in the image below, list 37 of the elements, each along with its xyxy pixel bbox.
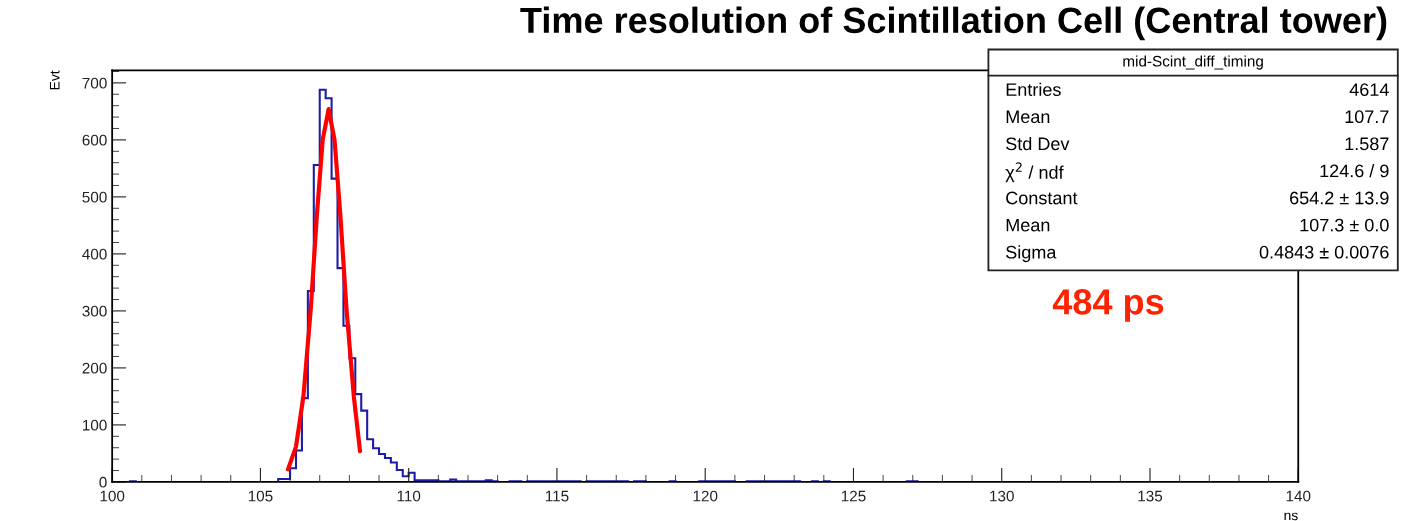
x-tick-label: 100 bbox=[100, 490, 125, 502]
annotation: Std Dev bbox=[1006, 136, 1070, 151]
annotation: χ$^{2}$ / ndf bbox=[1005, 162, 1064, 183]
text: mid-Scint_diff_timing bbox=[1123, 55, 1263, 70]
x-tick-label: 105 bbox=[248, 490, 273, 502]
y-tick-label: 0 bbox=[99, 476, 107, 488]
annotation: Entries bbox=[1006, 82, 1061, 97]
x-tick-label: 135 bbox=[1138, 490, 1163, 502]
y-tick-label: 700 bbox=[82, 77, 107, 89]
y-tick-label: 300 bbox=[82, 305, 107, 317]
text: 1.587 bbox=[1345, 137, 1389, 151]
y-axis-title: Evt bbox=[49, 70, 60, 90]
y-tick-label: 600 bbox=[82, 134, 107, 146]
annotation: Mean bbox=[1006, 218, 1050, 232]
x-tick-label: 115 bbox=[545, 490, 569, 502]
y-tick-label: 400 bbox=[82, 248, 107, 260]
text: 4614 bbox=[1349, 83, 1389, 97]
annotation: 654.2 ± 13.9 bbox=[1290, 191, 1389, 205]
x-tick-label: 125 bbox=[841, 490, 866, 502]
y-tick-label: 100 bbox=[82, 419, 107, 431]
x-tick-label: 130 bbox=[990, 490, 1014, 502]
annotation: 0.4843 ± 0.0076 bbox=[1259, 245, 1389, 259]
x-tick-label: 110 bbox=[397, 490, 421, 502]
x-tick-label: 140 bbox=[1286, 490, 1311, 502]
annotation: 484 ps bbox=[1052, 289, 1164, 322]
x-tick-label: 120 bbox=[693, 490, 718, 502]
x-axis-title: ns bbox=[1284, 512, 1298, 521]
annotation: Constant bbox=[1006, 191, 1078, 205]
text: 124.6 / 9 bbox=[1320, 164, 1389, 178]
text: 107.7 bbox=[1345, 110, 1389, 124]
y-tick-label: 500 bbox=[82, 191, 107, 203]
y-tick-label: 200 bbox=[82, 362, 107, 374]
text: 107.3 ± 0.0 bbox=[1300, 218, 1389, 232]
annotation: Mean bbox=[1006, 110, 1050, 124]
chart-title: Time resolution of Scintillation Cell (Central tower) bbox=[520, 6, 1387, 41]
line-series bbox=[285, 107, 363, 472]
annotation: Sigma bbox=[1006, 245, 1057, 263]
